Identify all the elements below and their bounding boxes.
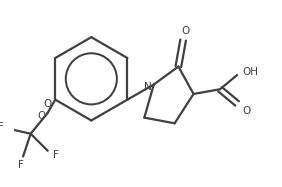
Text: O: O	[243, 106, 251, 116]
Text: O: O	[43, 99, 52, 109]
Text: OH: OH	[242, 67, 258, 77]
Text: F: F	[53, 151, 59, 160]
Text: N: N	[144, 82, 152, 92]
Text: O: O	[37, 111, 45, 121]
Text: F: F	[0, 122, 4, 132]
Text: F: F	[18, 160, 24, 170]
Text: O: O	[182, 26, 190, 36]
